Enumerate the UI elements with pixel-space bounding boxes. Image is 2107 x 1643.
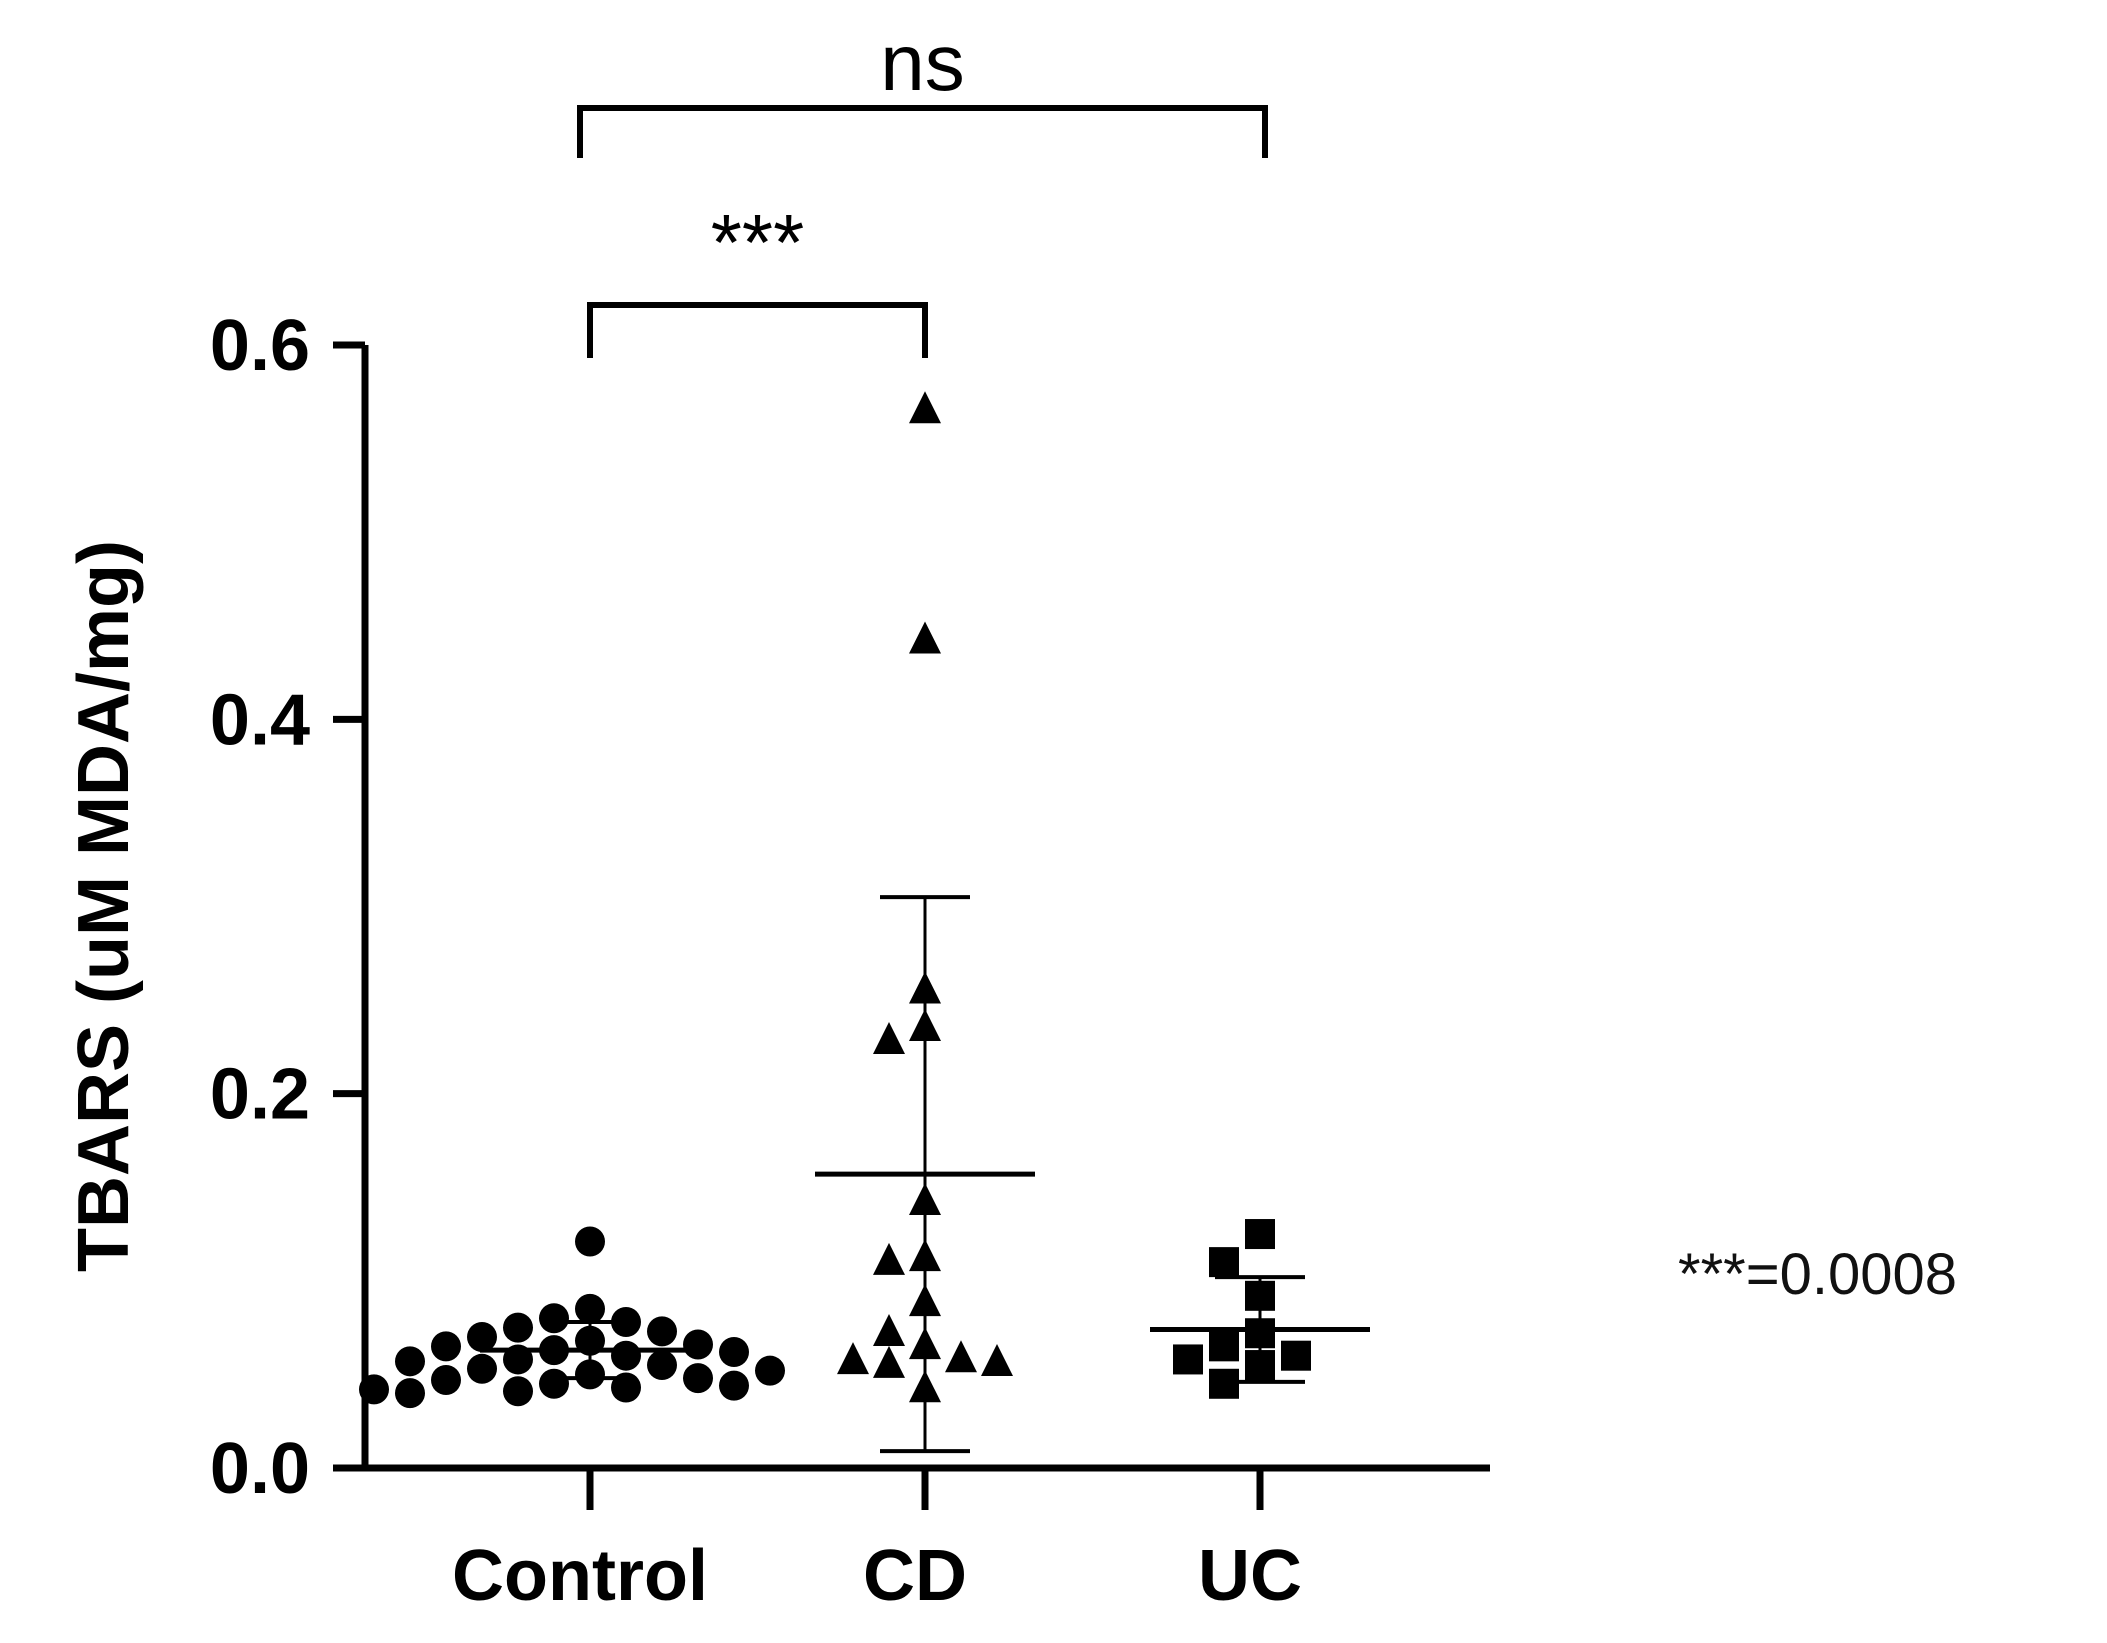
data-point-triangle	[909, 621, 941, 654]
data-point-circle	[503, 1344, 533, 1375]
data-point-circle	[431, 1331, 461, 1362]
x-tick-label: UC	[1198, 1536, 1302, 1616]
data-point-circle	[395, 1378, 425, 1409]
data-point-triangle	[981, 1343, 1013, 1376]
y-tick-label: 0.2	[210, 1055, 310, 1135]
data-point-triangle	[909, 971, 941, 1004]
data-point-square	[1245, 1350, 1275, 1381]
x-tick-label: CD	[863, 1536, 967, 1616]
data-point-square	[1245, 1280, 1275, 1311]
data-point-triangle	[873, 1345, 905, 1378]
data-point-circle	[575, 1359, 605, 1390]
data-point-circle	[539, 1335, 569, 1366]
x-ticks: Control CD UC	[452, 1468, 1302, 1616]
data-point-circle	[503, 1376, 533, 1407]
data-point-square	[1281, 1340, 1311, 1371]
data-point-square	[1245, 1318, 1275, 1349]
significance-bracket	[587, 302, 928, 358]
data-point-circle	[359, 1374, 389, 1405]
data-point-triangle	[909, 391, 941, 424]
data-point-circle	[575, 1325, 605, 1356]
significance-bracket	[577, 105, 1268, 158]
data-point-triangle	[909, 1183, 941, 1216]
data-point-circle	[395, 1346, 425, 1377]
data-point-circle	[467, 1353, 497, 1384]
p-value-note: ***=0.0008	[1678, 1242, 1957, 1307]
data-point-triangle	[873, 1242, 905, 1275]
data-point-circle	[539, 1368, 569, 1399]
data-point-triangle	[909, 1284, 941, 1317]
data-point-square	[1173, 1344, 1203, 1375]
data-point-triangle	[909, 1008, 941, 1041]
data-point-square	[1245, 1219, 1275, 1250]
y-axis-title: TBARS (uM MDA/mg)	[64, 540, 144, 1272]
significance-label: ns	[880, 18, 965, 107]
data-point-circle	[467, 1321, 497, 1352]
data-point-circle	[503, 1312, 533, 1343]
data-point-circle	[611, 1307, 641, 1338]
data-point-triangle	[909, 1327, 941, 1360]
x-tick-label: Control	[452, 1536, 708, 1616]
data-point-circle	[683, 1363, 713, 1394]
data-point-circle	[683, 1329, 713, 1360]
data-point-square	[1209, 1331, 1239, 1362]
data-point-triangle	[945, 1340, 977, 1373]
data-point-circle	[575, 1293, 605, 1324]
data-point-circle	[539, 1303, 569, 1334]
data-point-circle	[431, 1365, 461, 1396]
data-points	[359, 391, 1311, 1409]
y-tick-label: 0.6	[210, 306, 310, 386]
data-point-square	[1209, 1368, 1239, 1399]
significance-brackets: *** ns	[577, 18, 1268, 358]
data-point-circle	[647, 1316, 677, 1347]
data-point-circle	[611, 1340, 641, 1371]
data-point-circle	[611, 1372, 641, 1403]
data-point-triangle	[909, 1239, 941, 1272]
data-point-triangle	[909, 1370, 941, 1403]
significance-label: ***	[711, 198, 804, 287]
data-point-triangle	[837, 1342, 869, 1375]
data-point-circle	[719, 1370, 749, 1401]
data-point-triangle	[873, 1022, 905, 1055]
data-point-circle	[719, 1336, 749, 1367]
data-point-triangle	[873, 1314, 905, 1347]
y-tick-label: 0.4	[210, 680, 310, 760]
data-point-circle	[575, 1226, 605, 1257]
data-point-circle	[647, 1350, 677, 1381]
data-point-square	[1209, 1247, 1239, 1278]
data-point-circle	[755, 1355, 785, 1386]
y-tick-label: 0.0	[210, 1429, 310, 1509]
y-ticks: 0.0 0.2 0.4 0.6	[210, 306, 365, 1509]
